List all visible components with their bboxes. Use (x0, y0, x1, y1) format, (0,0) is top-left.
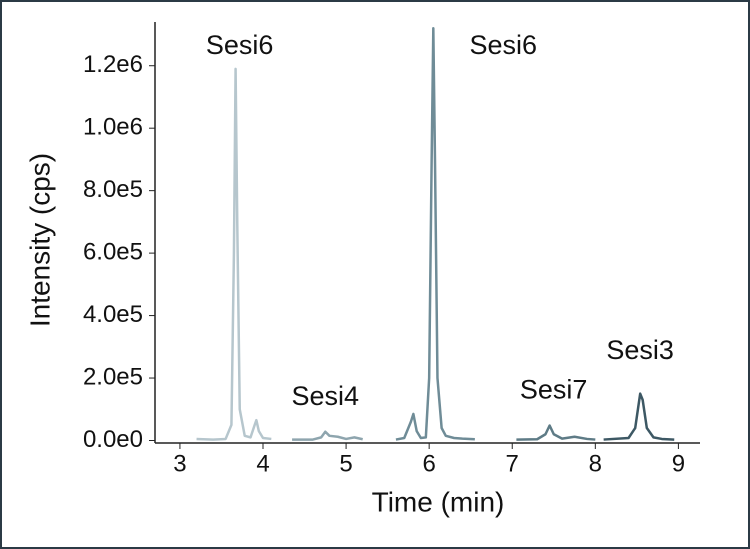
trace (292, 430, 363, 441)
y-tick-label: 4.0e5 (83, 301, 143, 328)
trace (516, 424, 596, 441)
peak-label: Sesi6 (206, 30, 274, 60)
y-axis-title: Intensity (cps) (24, 153, 55, 327)
x-axis-title: Time (min) (372, 486, 505, 517)
peak-label: Sesi4 (292, 381, 360, 411)
x-tick-label: 4 (256, 450, 269, 477)
peak-label: Sesi7 (520, 375, 588, 405)
x-tick-label: 6 (422, 450, 435, 477)
y-tick-label: 6.0e5 (83, 238, 143, 265)
x-tick-label: 9 (672, 450, 685, 477)
x-tick-label: 7 (506, 450, 519, 477)
y-tick-label: 2.0e5 (83, 363, 143, 390)
peak-label: Sesi6 (470, 30, 538, 60)
trace (196, 67, 272, 441)
y-tick-label: 0.0e0 (83, 426, 143, 453)
trace (395, 26, 475, 441)
trace (603, 392, 675, 441)
y-tick-label: 8.0e5 (83, 176, 143, 203)
x-tick-label: 3 (173, 450, 186, 477)
peak-label: Sesi3 (606, 335, 674, 365)
x-tick-label: 8 (589, 450, 602, 477)
y-tick-label: 1.2e6 (83, 51, 143, 78)
y-tick-label: 1.0e6 (83, 114, 143, 141)
x-tick-label: 5 (339, 450, 352, 477)
